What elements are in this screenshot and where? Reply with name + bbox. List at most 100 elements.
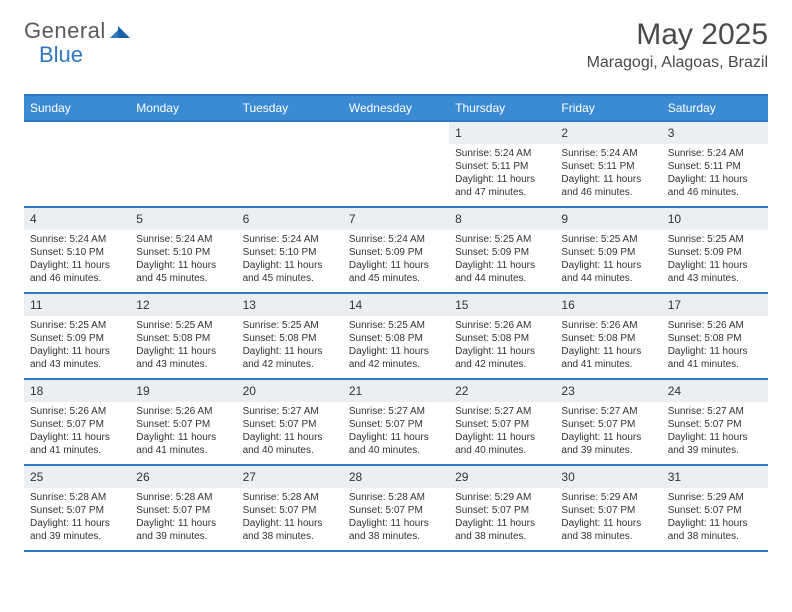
day-number: 17 — [668, 298, 681, 312]
daynum-row: 15 — [449, 294, 555, 316]
sunset-text: Sunset: 5:07 PM — [455, 504, 549, 517]
calendar-cell: 18Sunrise: 5:26 AMSunset: 5:07 PMDayligh… — [24, 379, 130, 465]
dayhead-mon: Monday — [130, 95, 236, 121]
calendar-cell: 17Sunrise: 5:26 AMSunset: 5:08 PMDayligh… — [662, 293, 768, 379]
day-details: Sunrise: 5:26 AMSunset: 5:08 PMDaylight:… — [555, 316, 661, 374]
sunrise-text: Sunrise: 5:29 AM — [561, 491, 655, 504]
sunset-text: Sunset: 5:07 PM — [243, 504, 337, 517]
sunset-text: Sunset: 5:08 PM — [668, 332, 762, 345]
calendar-cell: 8Sunrise: 5:25 AMSunset: 5:09 PMDaylight… — [449, 207, 555, 293]
sunrise-text: Sunrise: 5:29 AM — [455, 491, 549, 504]
sunset-text: Sunset: 5:10 PM — [243, 246, 337, 259]
calendar-row: 4Sunrise: 5:24 AMSunset: 5:10 PMDaylight… — [24, 207, 768, 293]
daynum-row: 19 — [130, 380, 236, 402]
calendar-cell: 20Sunrise: 5:27 AMSunset: 5:07 PMDayligh… — [237, 379, 343, 465]
dayhead-tue: Tuesday — [237, 95, 343, 121]
sunset-text: Sunset: 5:09 PM — [455, 246, 549, 259]
calendar-cell: 7 Sunrise: 5:24 AMSunset: 5:09 PMDaylight… — [343, 207, 449, 293]
sunset-text: Sunset: 5:11 PM — [668, 160, 762, 173]
daylight-text: Daylight: 11 hours and 38 minutes. — [561, 517, 655, 543]
daynum-row: 29 — [449, 466, 555, 488]
day-details: Sunrise: 5:24 AMSunset: 5:09 PMDaylight:… — [343, 230, 449, 288]
day-number: 16 — [561, 298, 574, 312]
daylight-text: Daylight: 11 hours and 39 minutes. — [136, 517, 230, 543]
sunset-text: Sunset: 5:10 PM — [30, 246, 124, 259]
sunrise-text: Sunrise: 5:24 AM — [668, 147, 762, 160]
calendar-cell: 29 Sunrise: 5:29 AMSunset: 5:07 PMDayligh… — [449, 465, 555, 551]
daylight-text: Daylight: 11 hours and 40 minutes. — [455, 431, 549, 457]
day-details: Sunrise: 5:25 AMSunset: 5:08 PMDaylight:… — [130, 316, 236, 374]
day-number: 15 — [455, 298, 468, 312]
day-details: Sunrise: 5:29 AMSunset: 5:07 PMDaylight:… — [662, 488, 768, 546]
sunrise-text: Sunrise: 5:27 AM — [561, 405, 655, 418]
sunrise-text: Sunrise: 5:27 AM — [243, 405, 337, 418]
sunset-text: Sunset: 5:07 PM — [136, 504, 230, 517]
sunset-text: Sunset: 5:07 PM — [668, 418, 762, 431]
calendar-cell: 22Sunrise: 5:27 AMSunset: 5:07 PMDayligh… — [449, 379, 555, 465]
day-number: 7 — [349, 212, 356, 226]
day-details: Sunrise: 5:28 AMSunset: 5:07 PMDaylight:… — [24, 488, 130, 546]
day-details: Sunrise: 5:25 AMSunset: 5:08 PMDaylight:… — [237, 316, 343, 374]
daynum-row: 12 — [130, 294, 236, 316]
sunrise-text: Sunrise: 5:25 AM — [30, 319, 124, 332]
dayhead-fri: Friday — [555, 95, 661, 121]
daylight-text: Daylight: 11 hours and 41 minutes. — [30, 431, 124, 457]
daynum-row: 24 — [662, 380, 768, 402]
month-title: May 2025 — [587, 18, 768, 52]
dayhead-sun: Sunday — [24, 95, 130, 121]
day-number: 10 — [668, 212, 681, 226]
calendar-row: 1 Sunrise: 5:24 AMSunset: 5:11 PMDaylight… — [24, 121, 768, 207]
daylight-text: Daylight: 11 hours and 39 minutes. — [561, 431, 655, 457]
daynum-row: 23 — [555, 380, 661, 402]
sunset-text: Sunset: 5:09 PM — [30, 332, 124, 345]
sunset-text: Sunset: 5:07 PM — [136, 418, 230, 431]
day-header-row: Sunday Monday Tuesday Wednesday Thursday… — [24, 95, 768, 121]
sunset-text: Sunset: 5:08 PM — [561, 332, 655, 345]
day-details: Sunrise: 5:27 AMSunset: 5:07 PMDaylight:… — [343, 402, 449, 460]
daylight-text: Daylight: 11 hours and 45 minutes. — [349, 259, 443, 285]
day-number: 23 — [561, 384, 574, 398]
daylight-text: Daylight: 11 hours and 41 minutes. — [668, 345, 762, 371]
daylight-text: Daylight: 11 hours and 46 minutes. — [668, 173, 762, 199]
day-details: Sunrise: 5:24 AMSunset: 5:10 PMDaylight:… — [24, 230, 130, 288]
sunset-text: Sunset: 5:08 PM — [136, 332, 230, 345]
daylight-text: Daylight: 11 hours and 38 minutes. — [455, 517, 549, 543]
calendar-cell: 5Sunrise: 5:24 AMSunset: 5:10 PMDaylight… — [130, 207, 236, 293]
day-number: 18 — [30, 384, 43, 398]
day-number: 1 — [455, 126, 462, 140]
day-number: 14 — [349, 298, 362, 312]
daynum-row: 26 — [130, 466, 236, 488]
daynum-row: 3 — [662, 122, 768, 144]
sunrise-text: Sunrise: 5:28 AM — [243, 491, 337, 504]
day-details: Sunrise: 5:25 AMSunset: 5:09 PMDaylight:… — [662, 230, 768, 288]
daynum-row: 6 — [237, 208, 343, 230]
calendar-cell — [237, 121, 343, 207]
sunrise-text: Sunrise: 5:28 AM — [136, 491, 230, 504]
calendar-cell: 27Sunrise: 5:28 AMSunset: 5:07 PMDayligh… — [237, 465, 343, 551]
daynum-row: 14 — [343, 294, 449, 316]
sunset-text: Sunset: 5:08 PM — [455, 332, 549, 345]
daynum-row: 13 — [237, 294, 343, 316]
sunset-text: Sunset: 5:07 PM — [243, 418, 337, 431]
daylight-text: Daylight: 11 hours and 43 minutes. — [668, 259, 762, 285]
daynum-row: 8 — [449, 208, 555, 230]
day-details: Sunrise: 5:24 AMSunset: 5:11 PMDaylight:… — [662, 144, 768, 202]
day-details: Sunrise: 5:25 AMSunset: 5:09 PMDaylight:… — [449, 230, 555, 288]
day-number: 29 — [455, 470, 468, 484]
day-number: 22 — [455, 384, 468, 398]
daynum-row: 20 — [237, 380, 343, 402]
calendar-row: 25Sunrise: 5:28 AMSunset: 5:07 PMDayligh… — [24, 465, 768, 551]
sunset-text: Sunset: 5:09 PM — [349, 246, 443, 259]
daynum-row: 2 — [555, 122, 661, 144]
day-details: Sunrise: 5:27 AMSunset: 5:07 PMDaylight:… — [555, 402, 661, 460]
daynum-row: 5 — [130, 208, 236, 230]
day-number: 25 — [30, 470, 43, 484]
day-number: 19 — [136, 384, 149, 398]
daylight-text: Daylight: 11 hours and 39 minutes. — [30, 517, 124, 543]
dayhead-thu: Thursday — [449, 95, 555, 121]
calendar-cell: 1Sunrise: 5:24 AMSunset: 5:11 PMDaylight… — [449, 121, 555, 207]
day-number: 11 — [30, 298, 42, 312]
daynum-row: 11 — [24, 294, 130, 316]
daynum-row: 18 — [24, 380, 130, 402]
daynum-row: 1 — [449, 122, 555, 144]
